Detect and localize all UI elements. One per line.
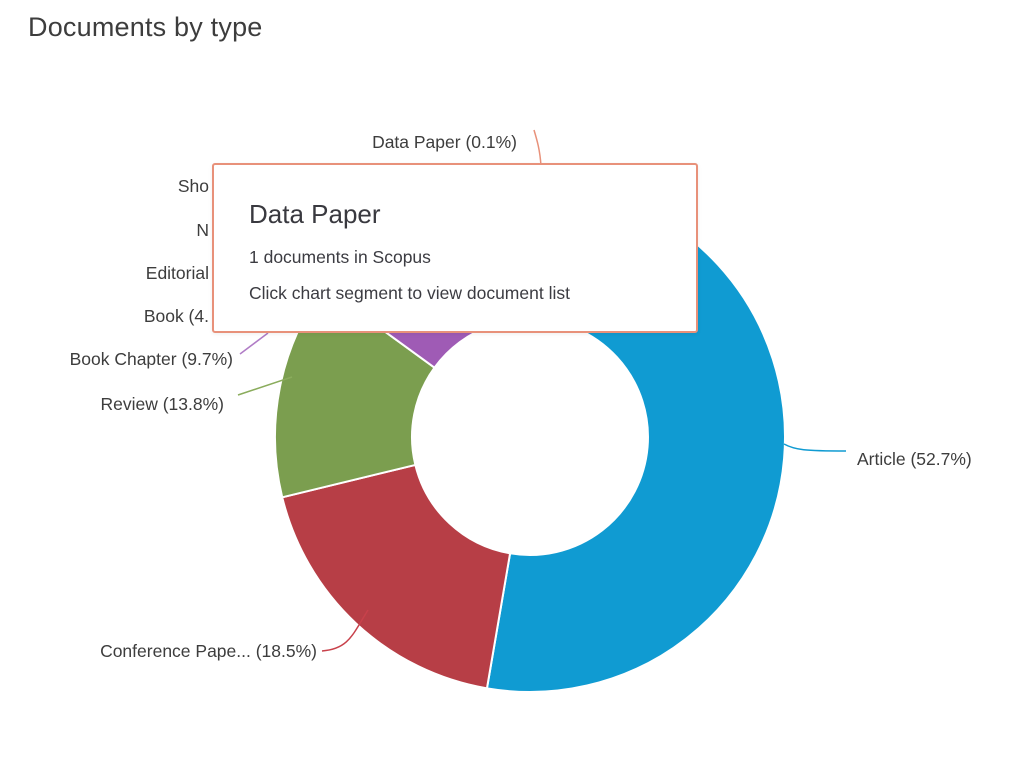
- label-editorial: Editorial: [146, 263, 209, 283]
- leader-line-conference-paper: [321, 609, 369, 652]
- label-data-paper: Data Paper (0.1%): [372, 132, 517, 152]
- leader-line-article: [783, 443, 847, 452]
- label-book-chapter: Book Chapter (9.7%): [70, 349, 233, 369]
- leader-line-book-chapter: [239, 332, 269, 355]
- label-note: N: [196, 220, 209, 240]
- tooltip-segment-title: Data Paper: [249, 199, 381, 229]
- chart-tooltip: Data Paper 1 documents in Scopus Click c…: [212, 163, 698, 333]
- tooltip-click-hint: Click chart segment to view document lis…: [249, 283, 570, 303]
- leader-line-data-paper: [533, 129, 542, 167]
- label-book: Book (4.: [144, 306, 209, 326]
- label-review: Review (13.8%): [100, 394, 224, 414]
- leader-line-review: [237, 376, 293, 396]
- tooltip-document-count: 1 documents in Scopus: [249, 247, 431, 267]
- label-article: Article (52.7%): [857, 449, 972, 469]
- page-title: Documents by type: [28, 12, 263, 42]
- label-conference-paper: Conference Pape... (18.5%): [100, 641, 317, 661]
- label-short-survey: Sho: [178, 176, 209, 196]
- segment-conference-paper[interactable]: [281, 463, 512, 690]
